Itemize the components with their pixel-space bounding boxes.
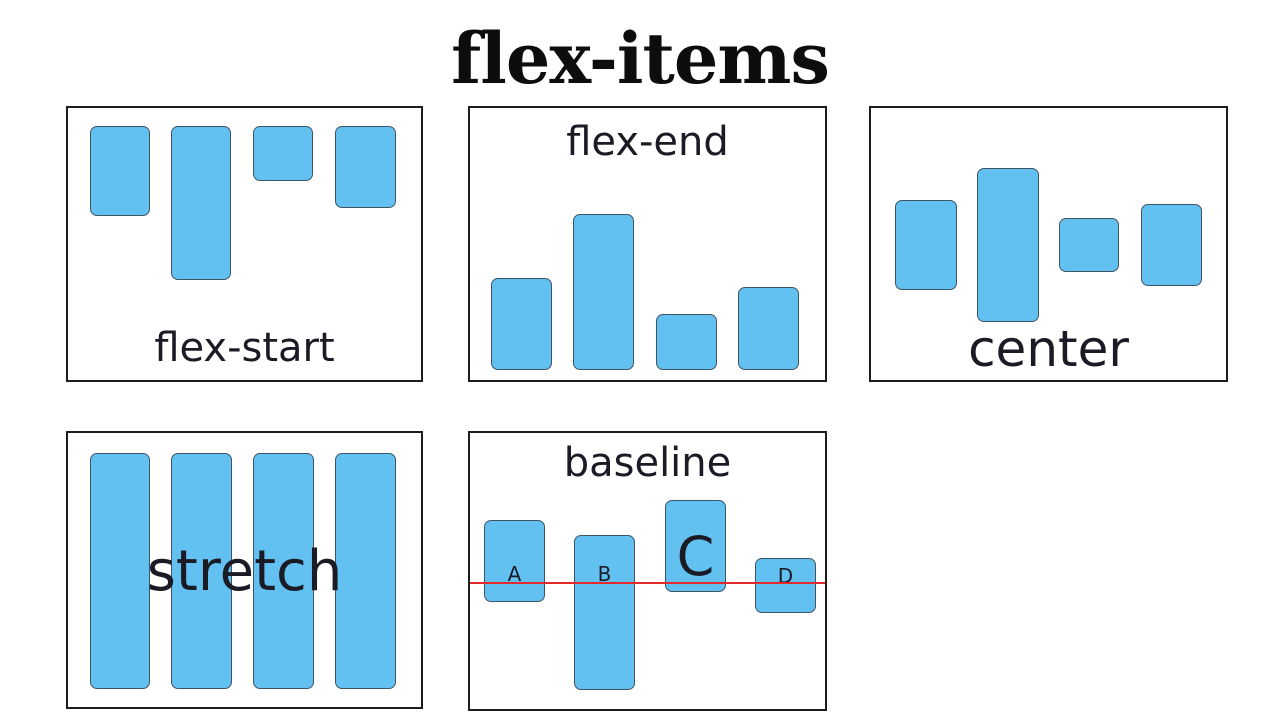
panel-stretch: stretch [66,431,423,709]
flex-item-letter-c: C [676,525,715,588]
flex-item-d: D [755,558,816,613]
flex-item-2 [171,453,232,689]
flex-item-4 [335,126,396,208]
diagram-title: flex-items [451,17,830,100]
flex-item-4 [335,453,396,689]
flex-item-c: C [665,500,726,592]
flex-item-2 [171,126,231,280]
panel-label-baseline: baseline [563,440,732,486]
flex-item-letter-a: A [507,562,522,586]
flex-item-1 [90,453,150,689]
flex-item-letter-b: B [597,562,612,586]
panel-baseline: baseline A B C D [468,431,827,711]
panel-label-flex-start: flex-start [154,325,335,371]
panel-label-flex-end: flex-end [566,119,729,165]
panel-flex-start: flex-start [66,106,423,382]
flex-item-1 [491,278,552,370]
panel-label-center: center [968,320,1129,378]
flex-item-1 [895,200,957,290]
flex-item-3 [656,314,717,370]
flex-item-a: A [484,520,545,602]
flex-item-2 [977,168,1039,322]
flex-item-2 [573,214,634,370]
flex-item-letter-d: D [777,564,794,588]
flex-item-3 [253,453,314,689]
flex-item-b: B [574,535,635,690]
flex-item-4 [1141,204,1202,286]
panel-label-stretch: stretch [146,539,343,604]
panel-center: center [869,106,1228,382]
flex-item-3 [253,126,313,181]
flex-item-1 [90,126,150,216]
baseline-line [470,582,825,584]
flex-item-4 [738,287,799,370]
flex-item-3 [1059,218,1119,272]
panel-flex-end: flex-end [468,106,827,382]
